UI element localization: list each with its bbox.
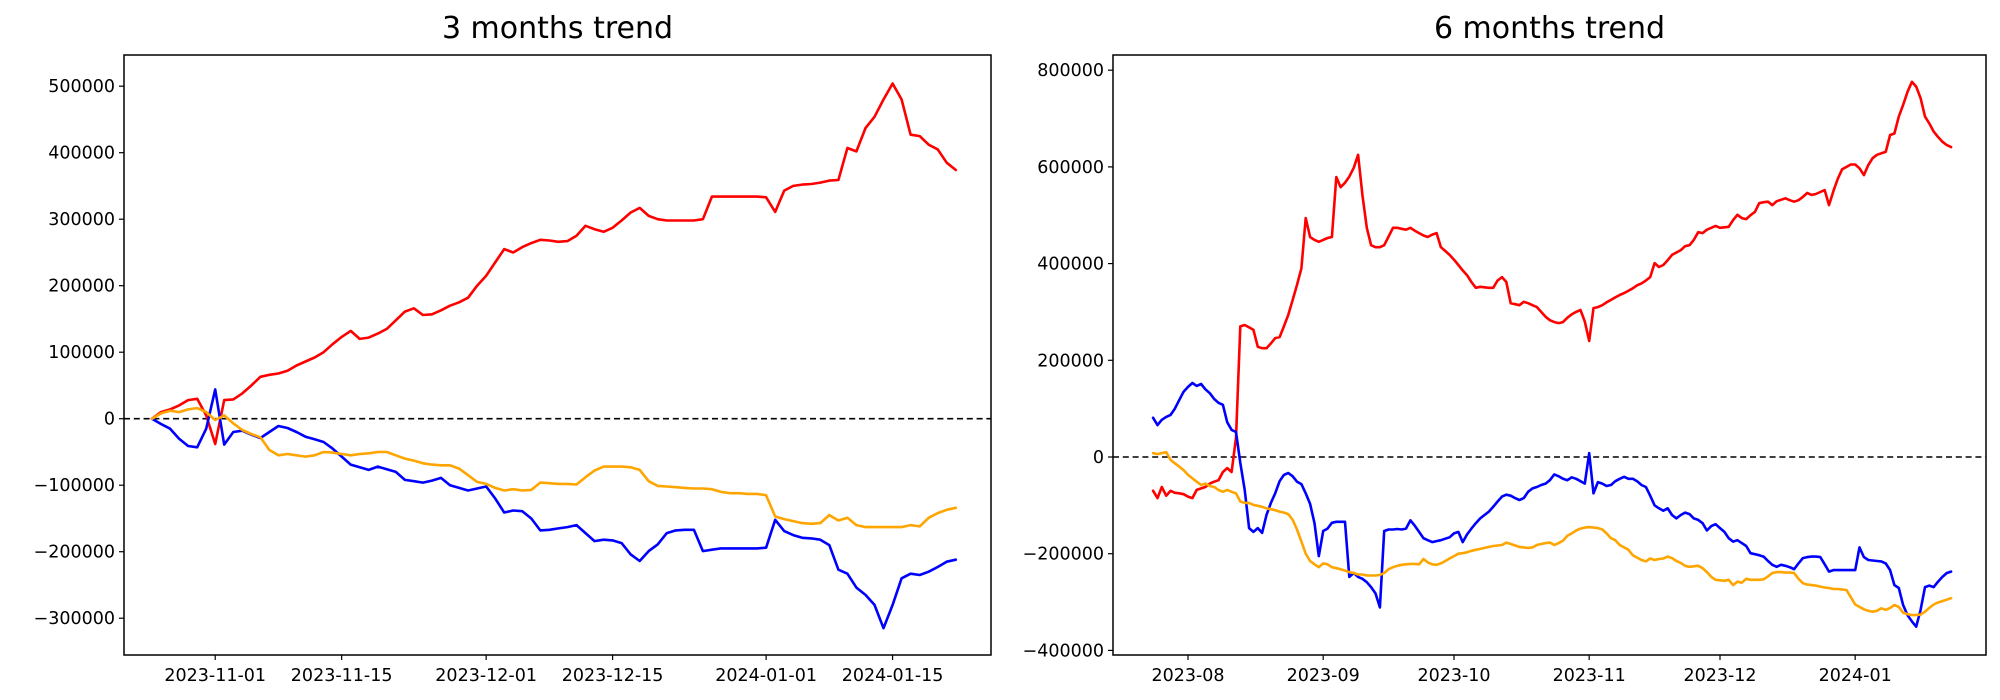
y-tick-label: 800000 bbox=[1037, 61, 1104, 81]
x-tick-label: 2023-11-15 bbox=[291, 666, 393, 686]
x-tick-label: 2024-01-15 bbox=[842, 666, 944, 686]
y-tick-label: −400000 bbox=[1023, 641, 1104, 661]
x-tick-label: 2023-12-01 bbox=[435, 666, 537, 686]
x-tick-label: 2023-11-01 bbox=[164, 666, 266, 686]
x-tick-label: 2024-01-01 bbox=[715, 666, 817, 686]
y-tick-label: −300000 bbox=[34, 609, 115, 629]
blue-series-line bbox=[1151, 381, 1953, 629]
orange-series-line bbox=[150, 406, 958, 529]
chart-left: 2023-11-01 2023-11-15 2023-12-01 2023-12-15… bbox=[34, 54, 992, 686]
y-tick-label: 400000 bbox=[1037, 255, 1104, 275]
x-tick-label: 2023-09 bbox=[1287, 666, 1360, 686]
chart-title-6-months: 6 months trend bbox=[1433, 11, 1666, 46]
y-tick-label: −200000 bbox=[34, 543, 115, 563]
x-tick-label: 2023-11 bbox=[1553, 666, 1626, 686]
red-series-line bbox=[150, 82, 958, 446]
axes-spines bbox=[123, 54, 992, 656]
x-tick-label: 2023-10 bbox=[1417, 666, 1490, 686]
y-tick-label: 200000 bbox=[1037, 351, 1104, 371]
x-tick-label: 2024-01 bbox=[1819, 666, 1892, 686]
orange-series-line bbox=[1151, 450, 1953, 617]
x-tick-label: 2023-12-15 bbox=[562, 666, 664, 686]
chart-title-3-months: 3 months trend bbox=[441, 11, 674, 46]
red-series-line bbox=[1151, 80, 1953, 500]
y-tick-label: 300000 bbox=[48, 210, 115, 230]
y-tick-label: 600000 bbox=[1037, 158, 1104, 178]
y-tick-label: 100000 bbox=[48, 343, 115, 363]
y-tick-label: 500000 bbox=[48, 77, 115, 97]
x-tick-label: 2023-08 bbox=[1151, 666, 1224, 686]
y-tick-label: 400000 bbox=[48, 144, 115, 164]
y-tick-label: 0 bbox=[104, 410, 115, 430]
y-tick-label: 0 bbox=[1093, 448, 1104, 468]
y-tick-label: −100000 bbox=[34, 476, 115, 496]
y-tick-label: 200000 bbox=[48, 277, 115, 297]
axes-spines bbox=[1112, 54, 1987, 656]
chart-right: 2023-08 2023-09 2023-10 2023-11 2023-12 2024-… bbox=[1023, 54, 1987, 686]
x-tick-label: 2023-12 bbox=[1683, 666, 1756, 686]
blue-series-line bbox=[150, 388, 958, 630]
y-tick-label: −200000 bbox=[1023, 545, 1104, 565]
